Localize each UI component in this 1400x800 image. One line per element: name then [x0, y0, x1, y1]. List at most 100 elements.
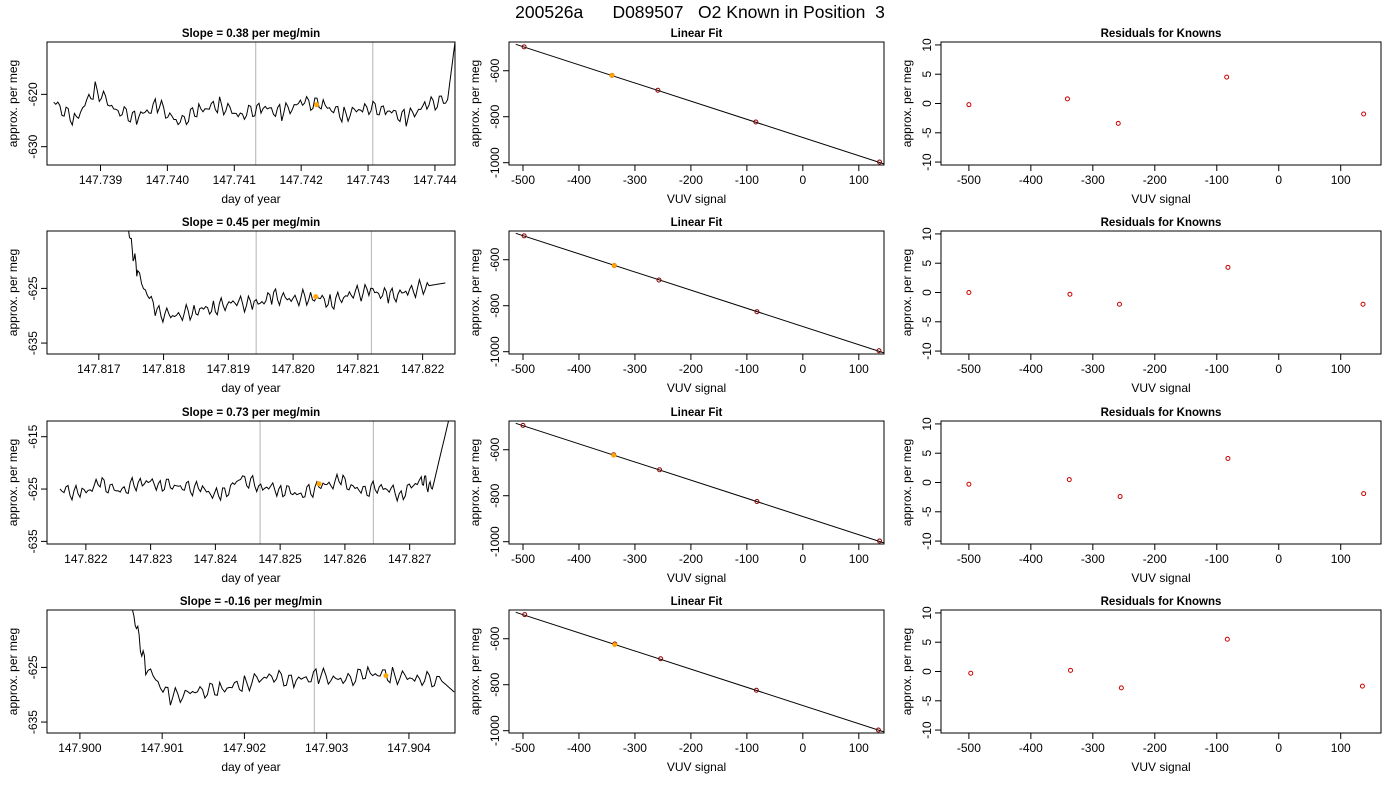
- x-tick-label: -300: [623, 552, 647, 566]
- panel-title: Slope = 0.45 per meg/min: [182, 217, 320, 229]
- panel-title: Slope = -0.16 per meg/min: [180, 596, 322, 608]
- panel: Slope = -0.16 per meg/min day of year appr…: [6, 596, 456, 774]
- highlight-point: [609, 72, 615, 78]
- y-tick-label: -625: [26, 655, 40, 679]
- y-axis-label: approx. per meg: [900, 628, 914, 715]
- panel-title: Residuals for Knowns: [1101, 596, 1222, 608]
- x-tick-label: -500: [957, 741, 981, 755]
- x-tick-label: 0: [799, 362, 806, 376]
- residual-point: [1225, 264, 1231, 270]
- plot-area: [966, 74, 1367, 126]
- plot-frame: [508, 609, 885, 734]
- residual-point: [1068, 667, 1074, 673]
- y-tick-label: -620: [26, 82, 40, 106]
- x-tick-label: 0: [1275, 552, 1282, 566]
- x-tick-label: -500: [957, 362, 981, 376]
- y-tick-label: -625: [26, 276, 40, 300]
- y-tick-label: 5: [920, 639, 934, 646]
- data-point: [754, 498, 760, 504]
- residual-point: [1117, 494, 1123, 500]
- data-point: [520, 422, 526, 428]
- residual-point: [1064, 96, 1070, 102]
- data-point: [754, 309, 760, 315]
- x-tick-label: -100: [1205, 173, 1229, 187]
- data-point: [753, 119, 759, 125]
- y-axis-label: approx. per meg: [900, 439, 914, 526]
- x-tick-label: -400: [1019, 741, 1043, 755]
- data-point: [658, 656, 664, 662]
- x-axis-label: VUV signal: [1131, 760, 1190, 774]
- residual-point: [968, 670, 974, 676]
- x-tick-label: -100: [735, 741, 759, 755]
- x-axis-label: VUV signal: [667, 760, 726, 774]
- x-tick-label: -300: [623, 173, 647, 187]
- x-tick-label: -500: [511, 552, 535, 566]
- y-tick-label: -5: [920, 316, 934, 327]
- y-tick-label: -625: [26, 477, 40, 501]
- y-tick-label: -800: [488, 104, 502, 128]
- data-point: [877, 538, 883, 544]
- x-axis-label: VUV signal: [1131, 381, 1190, 395]
- y-tick-label: -1000: [488, 526, 502, 557]
- x-tick-label: 147.822: [64, 552, 108, 566]
- x-tick-label: 0: [1275, 741, 1282, 755]
- plot-area: [132, 610, 455, 733]
- y-axis-label: approx. per meg: [6, 628, 20, 715]
- x-tick-label: -500: [511, 741, 535, 755]
- panel: Slope = 0.45 per meg/min day of year appro…: [6, 217, 456, 395]
- x-axis-label: day of year: [221, 571, 280, 585]
- x-tick-label: 147.818: [142, 362, 186, 376]
- plot-frame: [940, 609, 1382, 734]
- x-tick-label: 0: [1275, 362, 1282, 376]
- x-tick-label: 147.901: [140, 741, 184, 755]
- data-point: [657, 467, 663, 473]
- x-tick-label: 147.824: [194, 552, 238, 566]
- fit-line: [515, 232, 884, 354]
- highlight-point: [313, 294, 319, 300]
- data-point: [656, 277, 662, 283]
- residual-point: [1359, 683, 1365, 689]
- x-tick-label: 0: [799, 552, 806, 566]
- y-tick-label: -600: [488, 437, 502, 461]
- x-tick-label: 147.740: [146, 173, 190, 187]
- panel-title: Linear Fit: [671, 28, 723, 40]
- data-trace: [53, 42, 455, 127]
- x-tick-label: -400: [1019, 362, 1043, 376]
- y-tick-label: 10: [920, 417, 934, 431]
- x-tick-label: -400: [567, 741, 591, 755]
- x-tick-label: -100: [1205, 741, 1229, 755]
- residual-point: [1066, 477, 1072, 483]
- x-tick-label: -400: [567, 362, 591, 376]
- panel-title: Linear Fit: [671, 407, 723, 419]
- data-trace: [128, 231, 446, 324]
- x-tick-label: -200: [679, 552, 703, 566]
- data-point: [521, 44, 527, 50]
- panel: Residuals for Knowns VUV signal approx. pe…: [900, 596, 1382, 774]
- y-tick-label: 0: [920, 479, 934, 486]
- y-tick-label: 10: [920, 38, 934, 52]
- residual-point: [966, 102, 972, 108]
- x-tick-label: -100: [735, 173, 759, 187]
- panel-title: Residuals for Knowns: [1101, 28, 1222, 40]
- plot-frame: [46, 41, 456, 166]
- panel: Residuals for Knowns VUV signal approx. pe…: [900, 28, 1382, 206]
- panel-title: Residuals for Knowns: [1101, 407, 1222, 419]
- fit-line: [515, 611, 884, 733]
- residual-point: [1224, 74, 1230, 80]
- plot-area: [966, 264, 1366, 307]
- y-tick-label: -1000: [488, 715, 502, 746]
- panel-title: Slope = 0.38 per meg/min: [182, 28, 320, 40]
- y-tick-label: -1000: [488, 336, 502, 367]
- x-tick-label: 147.900: [58, 741, 102, 755]
- x-tick-label: 147.739: [79, 173, 123, 187]
- panel: Slope = 0.38 per meg/min day of year appro…: [6, 28, 457, 206]
- x-tick-label: -100: [1205, 552, 1229, 566]
- x-tick-label: 147.741: [213, 173, 257, 187]
- x-tick-label: 100: [849, 552, 869, 566]
- x-tick-label: -200: [679, 173, 703, 187]
- y-axis-label: approx. per meg: [900, 60, 914, 147]
- x-axis-label: VUV signal: [667, 381, 726, 395]
- data-point: [521, 233, 527, 239]
